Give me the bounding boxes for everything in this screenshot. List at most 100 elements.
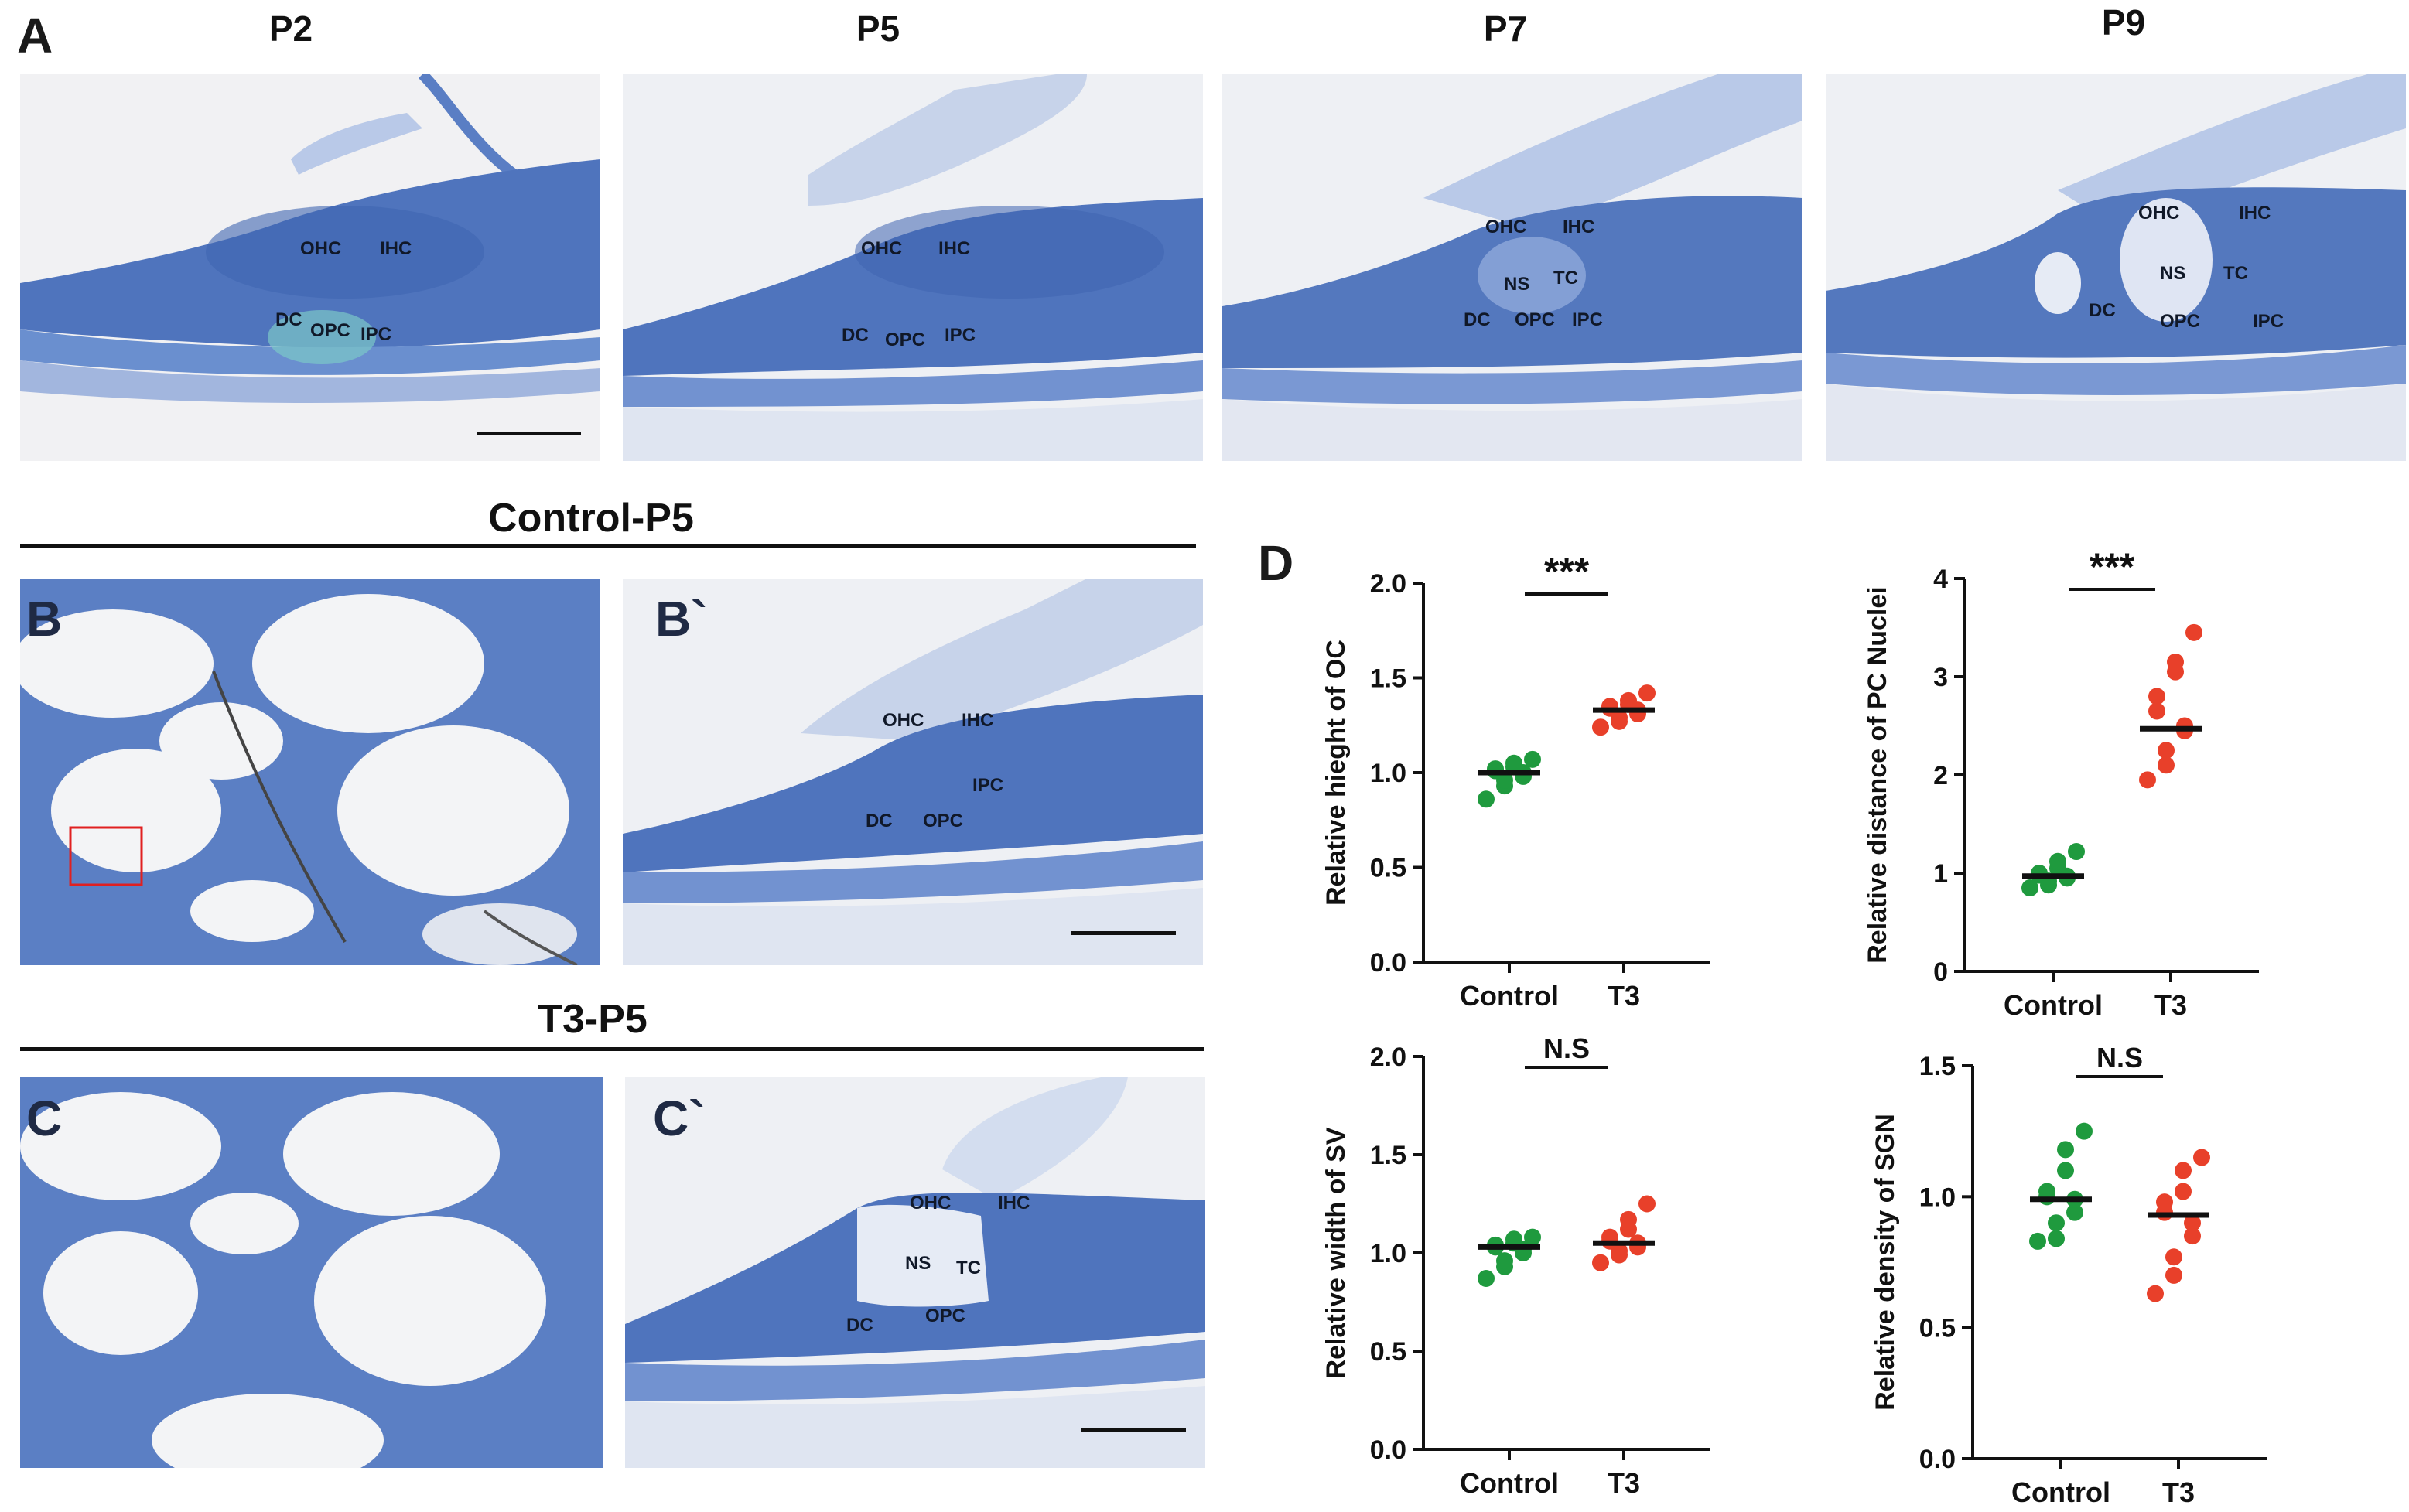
data-point-control (2029, 1232, 2046, 1250)
label-ipc: IPC (945, 325, 976, 346)
chart-svg: 0.0 0.5 1.0 1.5 2.0 Relative width of SV Contr… (1321, 1032, 1710, 1499)
x-tick-label: T3 (2154, 989, 2187, 1021)
label-ihc: IHC (962, 710, 994, 731)
y-axis-label: Relative density of SGN (1871, 1114, 1900, 1411)
label-ihc: IHC (998, 1193, 1030, 1213)
y-axis-label: Relative hieght of OC (1321, 640, 1351, 906)
data-point-t3 (1620, 691, 1637, 709)
data-point-t3 (2148, 702, 2165, 720)
x-tick-label: Control (2004, 989, 2103, 1021)
label-tc: TC (956, 1258, 981, 1278)
section-title-t3: T3-P5 (538, 997, 648, 1042)
x-tick-label: Control (1460, 1467, 1559, 1499)
y-tick-label: 1 (1933, 859, 1948, 889)
label-ihc: IHC (938, 238, 971, 259)
label-ohc: OHC (883, 710, 924, 731)
data-point-t3 (2165, 1266, 2182, 1284)
y-tick-label: 0.5 (1919, 1314, 1956, 1343)
y-tick-label: 2 (1933, 761, 1948, 790)
zoom-t3: C` OHC IHC NS TC DC OPC (625, 1077, 1205, 1468)
micrograph-p2: OHC IHC DC OPC IPC (20, 74, 600, 461)
micrograph-p9: OHC IHC NS TC DC OPC IPC (1826, 74, 2406, 461)
panel-c-letter: C (26, 1090, 63, 1146)
label-ihc: IHC (2239, 203, 2271, 224)
panel-b-letter: B (26, 591, 63, 647)
data-point-control (2048, 1214, 2065, 1232)
data-point-t3 (2175, 1183, 2192, 1200)
label-opc: OPC (1515, 309, 1556, 330)
significance-label: N.S (2096, 1042, 2143, 1073)
time-label-p2: P2 (268, 9, 313, 49)
label-dc: DC (275, 309, 302, 330)
data-point-control (2031, 865, 2048, 882)
label-ohc: OHC (2138, 203, 2180, 224)
label-ohc: OHC (300, 238, 342, 259)
y-tick-label: 3 (1933, 663, 1948, 692)
label-ohc: OHC (861, 238, 903, 259)
data-point-t3 (1592, 718, 1609, 736)
data-point-t3 (2185, 623, 2202, 641)
section-title-control: Control-P5 (488, 496, 694, 541)
data-point-t3 (2158, 742, 2175, 759)
data-point-control (1524, 1228, 1541, 1246)
data-point-control (2076, 1122, 2093, 1140)
zoom-control: B` OHC IHC IPC DC OPC (623, 579, 1203, 965)
label-dc: DC (866, 811, 893, 831)
data-point-control (2066, 1203, 2083, 1221)
data-point-control (1505, 754, 1522, 772)
label-ns: NS (2160, 263, 2186, 284)
data-point-control (2038, 1183, 2055, 1200)
y-tick-label: 0.0 (1370, 948, 1406, 978)
label-ipc: IPC (2253, 311, 2284, 332)
y-axis-label: Relative width of SV (1321, 1127, 1351, 1378)
panel-d-letter: D (1258, 535, 1294, 591)
data-point-t3 (2184, 1227, 2201, 1245)
label-ipc: IPC (360, 324, 392, 345)
x-tick-label: Control (1460, 980, 1559, 1012)
label-opc: OPC (885, 329, 926, 350)
label-dc: DC (846, 1315, 873, 1336)
scale-bar (1081, 1428, 1186, 1432)
label-dc: DC (1464, 309, 1491, 330)
label-ipc: IPC (1572, 309, 1604, 330)
data-point-t3 (2139, 771, 2156, 789)
label-ohc: OHC (1485, 217, 1527, 237)
panel-a-letter: A (17, 8, 53, 63)
label-opc: OPC (923, 811, 964, 831)
y-tick-label: 1.5 (1919, 1052, 1956, 1081)
label-opc: OPC (310, 320, 351, 341)
y-tick-label: 2.0 (1370, 569, 1406, 599)
micrograph-p5: OHC IHC DC OPC IPC (623, 74, 1203, 461)
label-ihc: IHC (1563, 217, 1595, 237)
data-point-t3 (2147, 1285, 2164, 1302)
data-point-t3 (1620, 1210, 1637, 1228)
label-dc: DC (2089, 300, 2116, 321)
data-point-control (1478, 790, 1495, 808)
label-ihc: IHC (380, 238, 412, 259)
data-point-t3 (2184, 1214, 2201, 1232)
time-label-p5: P5 (856, 9, 900, 49)
y-tick-label: 0.0 (1370, 1435, 1406, 1465)
chart-svg: 0.0 0.5 1.0 1.5 2.0 Relative hieght of OC Cont… (1321, 550, 1710, 1012)
label-opc: OPC (2160, 311, 2201, 332)
label-ns: NS (1504, 274, 1530, 295)
data-point-t3 (2165, 1248, 2182, 1266)
significance-label: *** (2090, 545, 2135, 589)
data-point-t3 (2167, 653, 2184, 671)
panel-b-prime-letter: B` (655, 591, 708, 647)
data-point-control (2021, 879, 2038, 897)
significance-label: N.S (1543, 1032, 1590, 1064)
data-point-t3 (2148, 688, 2165, 705)
chart-pc-distance: 0 1 2 3 4 Relative distance of PC Nuclei Contr… (1857, 541, 2290, 1036)
significance-label: *** (1544, 550, 1590, 593)
data-point-t3 (1638, 684, 1656, 702)
y-tick-label: 4 (1933, 565, 1948, 594)
label-opc: OPC (925, 1306, 966, 1326)
time-label-p9: P9 (2101, 2, 2146, 43)
data-point-control (2068, 843, 2085, 861)
overview-control: B (20, 579, 600, 965)
chart-sgn-density: 0.0 0.5 1.0 1.5 Relative density of SGN Contr… (1857, 1029, 2290, 1508)
scale-bar (477, 432, 581, 435)
time-label-p7: P7 (1483, 9, 1528, 49)
y-tick-label: 1.5 (1370, 664, 1406, 694)
